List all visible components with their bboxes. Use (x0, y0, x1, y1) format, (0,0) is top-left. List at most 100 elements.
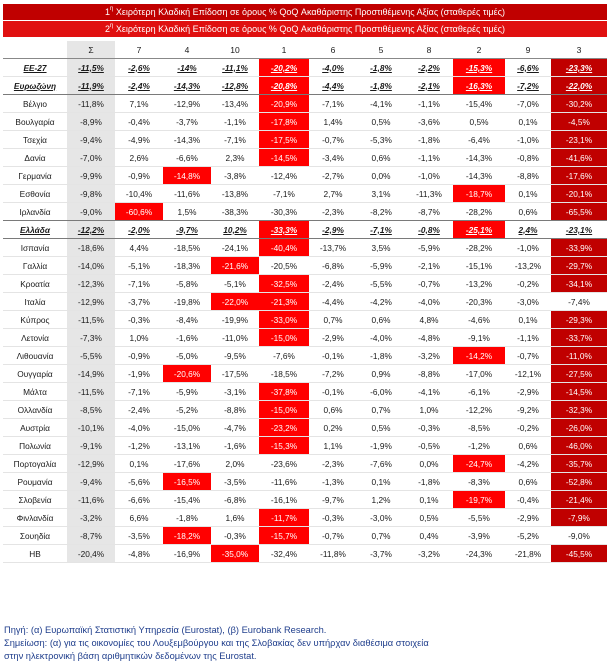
table-cell: -3,2% (405, 544, 453, 563)
table-cell: -0,2% (505, 418, 551, 437)
column-header: 5 (357, 41, 405, 59)
table-row: Βέλγιο -11,8% 7,1% -12,9% -13,4% -20,9% -7,1% -… (3, 94, 607, 113)
table-cell: -3,2% (405, 346, 453, 365)
table-cell: -15,3% (259, 436, 309, 455)
table-cell: 2,0% (211, 454, 259, 473)
table-row: Γαλλία -14,0% -5,1% -18,3% -21,6% -20,5% -6,8%… (3, 256, 607, 275)
table-cell: -2,1% (405, 256, 453, 275)
table-cell: -12,9% (163, 94, 211, 113)
table-cell: -0,7% (309, 526, 357, 545)
table-cell: -5,5% (453, 508, 505, 527)
table-cell: -38,3% (211, 202, 259, 221)
table-cell: 0,1% (505, 184, 551, 203)
table-cell: 0,6% (505, 202, 551, 221)
table-cell: -15,4% (163, 490, 211, 509)
table-cell: -4,0% (357, 328, 405, 347)
table-cell: 1,6% (211, 508, 259, 527)
table-cell: -12,8% (211, 76, 259, 95)
table-cell: -23,2% (259, 418, 309, 437)
table-cell: -6,6% (115, 490, 163, 509)
table-cell: -40,4% (259, 238, 309, 257)
table-cell: -22,0% (551, 76, 607, 95)
table-cell: -2,4% (309, 274, 357, 293)
column-header: 9 (505, 41, 551, 59)
table-cell: -1,9% (357, 436, 405, 455)
table-cell: 1,0% (405, 400, 453, 419)
table-cell: -4,0% (405, 292, 453, 311)
table-cell: -23,6% (259, 454, 309, 473)
table-cell: 0,7% (357, 400, 405, 419)
table-cell: -30,2% (551, 94, 607, 113)
table-cell: 0,6% (357, 310, 405, 329)
table-cell: -7,2% (309, 364, 357, 383)
row-label: Λετονία (3, 328, 67, 347)
table-cell: -1,8% (163, 508, 211, 527)
table-cell: -22,0% (211, 292, 259, 311)
table-cell: -20,1% (551, 184, 607, 203)
table-cell: -2,3% (309, 454, 357, 473)
row-label: Γερμανία (3, 166, 67, 185)
table-cell: 0,5% (357, 418, 405, 437)
table-cell: -1,2% (115, 436, 163, 455)
table-cell: -1,8% (357, 58, 405, 77)
row-label: Γαλλία (3, 256, 67, 275)
table-cell: -13,2% (505, 256, 551, 275)
table-cell: -25,1% (453, 220, 505, 239)
table-cell: -16,5% (163, 472, 211, 491)
table-cell: -2,1% (405, 76, 453, 95)
table-cell: -20,9% (259, 94, 309, 113)
table-cell: -1,9% (115, 364, 163, 383)
column-header: 6 (309, 41, 357, 59)
table-cell: -23,1% (551, 130, 607, 149)
table-cell: -0,9% (115, 346, 163, 365)
table-cell: -52,8% (551, 472, 607, 491)
row-label: Βέλγιο (3, 94, 67, 113)
table-cell: -2,4% (115, 76, 163, 95)
table-cell: -4,5% (551, 112, 607, 131)
table-cell: -60,6% (115, 202, 163, 221)
table-cell: -8,7% (67, 526, 115, 545)
table-cell: -4,4% (309, 292, 357, 311)
row-label: Ισπανία (3, 238, 67, 257)
table-cell: -24,1% (211, 238, 259, 257)
table-cell: 0,1% (505, 310, 551, 329)
table-cell: -18,5% (163, 238, 211, 257)
column-header: 8 (405, 41, 453, 59)
table-cell: -1,0% (405, 166, 453, 185)
table-cell: -20,4% (67, 544, 115, 563)
table-cell: -11,9% (67, 76, 115, 95)
table-cell: -9,4% (67, 130, 115, 149)
row-label: ΗΒ (3, 544, 67, 563)
table-cell: -9,1% (453, 328, 505, 347)
table-cell: -9,4% (67, 472, 115, 491)
table-cell: -7,6% (357, 454, 405, 473)
table-cell: -11,5% (67, 58, 115, 77)
table-cell: -5,1% (115, 256, 163, 275)
table-cell: -4,1% (357, 94, 405, 113)
table-cell: -13,2% (453, 274, 505, 293)
table-cell: -6,8% (309, 256, 357, 275)
table-row: Μάλτα -11,5% -7,1% -5,9% -3,1% -37,8% -0,1% -6,… (3, 382, 607, 401)
row-label: Ελλάδα (3, 220, 67, 239)
source-note: Πηγή: (α) Ευρωπαϊκή Στατιστική Υπηρεσία … (4, 625, 327, 635)
table-cell: -35,0% (211, 544, 259, 563)
table-cell: -0,7% (505, 346, 551, 365)
table-cell: 0,5% (453, 112, 505, 131)
table-cell: -16,1% (259, 490, 309, 509)
table-row: Λετονία -7,3% 1,0% -1,6% -11,0% -15,0% -2,9% -4… (3, 328, 607, 347)
table-cell: -17,0% (453, 364, 505, 383)
table-cell: -3,8% (211, 166, 259, 185)
table-cell: -2,2% (405, 58, 453, 77)
table-cell: -9,7% (309, 490, 357, 509)
table-cell: -8,5% (67, 400, 115, 419)
table-cell: 0,9% (357, 364, 405, 383)
table-cell: 6,6% (115, 508, 163, 527)
table-cell: -4,7% (211, 418, 259, 437)
table-cell: 4,8% (405, 310, 453, 329)
table-cell: -7,9% (551, 508, 607, 527)
table-cell: -11,6% (259, 472, 309, 491)
table-cell: -4,2% (505, 454, 551, 473)
column-header: 7 (115, 41, 163, 59)
column-header (3, 41, 67, 59)
table-cell: -1,6% (211, 436, 259, 455)
